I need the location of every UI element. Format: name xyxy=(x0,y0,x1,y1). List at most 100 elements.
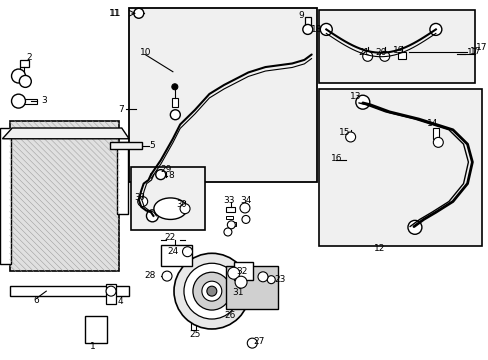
Circle shape xyxy=(227,221,235,229)
Text: 11: 11 xyxy=(109,9,121,18)
Text: 9: 9 xyxy=(298,11,303,20)
Text: 8: 8 xyxy=(168,171,173,180)
Text: 11: 11 xyxy=(110,9,122,18)
Circle shape xyxy=(407,220,421,234)
Bar xyxy=(161,244,192,266)
Text: 18: 18 xyxy=(310,25,322,34)
Bar xyxy=(106,284,116,304)
Circle shape xyxy=(155,170,165,180)
Bar xyxy=(10,121,119,271)
Text: 17: 17 xyxy=(475,43,487,52)
Bar xyxy=(129,8,316,182)
Circle shape xyxy=(224,228,231,236)
Text: 5: 5 xyxy=(149,141,155,150)
Circle shape xyxy=(267,276,275,284)
Circle shape xyxy=(429,23,441,35)
Text: 2: 2 xyxy=(26,53,32,62)
Circle shape xyxy=(20,76,31,87)
Text: 15: 15 xyxy=(338,128,349,137)
Circle shape xyxy=(171,84,178,90)
Circle shape xyxy=(240,203,249,213)
Circle shape xyxy=(146,210,158,222)
Bar xyxy=(172,98,178,107)
Text: 26: 26 xyxy=(224,311,235,320)
Polygon shape xyxy=(2,128,129,139)
Bar xyxy=(117,142,127,214)
Bar xyxy=(228,222,235,226)
Circle shape xyxy=(247,338,257,348)
Bar xyxy=(318,10,474,83)
Text: 30: 30 xyxy=(176,200,186,209)
Bar xyxy=(20,60,29,67)
Circle shape xyxy=(138,197,147,207)
Bar xyxy=(131,167,204,230)
Circle shape xyxy=(180,204,190,214)
Circle shape xyxy=(170,110,180,120)
Circle shape xyxy=(202,281,222,301)
Circle shape xyxy=(355,95,369,109)
Text: 20: 20 xyxy=(375,48,386,57)
Circle shape xyxy=(12,69,25,83)
Bar xyxy=(85,316,106,343)
Bar xyxy=(225,216,232,220)
Text: 32: 32 xyxy=(236,267,247,276)
Circle shape xyxy=(134,8,143,18)
Text: 14: 14 xyxy=(426,119,437,128)
Circle shape xyxy=(345,132,355,142)
Text: 17: 17 xyxy=(468,47,480,56)
Circle shape xyxy=(227,267,239,279)
Circle shape xyxy=(183,263,239,319)
Bar xyxy=(110,142,142,149)
Text: 34: 34 xyxy=(240,196,252,205)
Circle shape xyxy=(182,247,192,257)
Circle shape xyxy=(432,138,443,147)
Bar xyxy=(318,89,481,246)
Text: 1: 1 xyxy=(89,342,95,351)
Ellipse shape xyxy=(154,198,186,220)
Bar xyxy=(304,17,310,28)
Text: 24: 24 xyxy=(167,247,178,256)
Text: 31: 31 xyxy=(231,288,243,297)
Text: 19: 19 xyxy=(392,46,403,55)
Circle shape xyxy=(12,94,25,108)
Bar xyxy=(191,316,196,330)
Text: 21: 21 xyxy=(358,48,369,57)
Circle shape xyxy=(174,253,249,329)
Bar xyxy=(10,286,129,296)
Text: 25: 25 xyxy=(189,330,200,339)
Circle shape xyxy=(242,215,249,224)
Text: 22: 22 xyxy=(164,233,176,242)
Text: 12: 12 xyxy=(373,244,385,253)
Circle shape xyxy=(162,271,172,281)
Circle shape xyxy=(193,272,230,310)
Circle shape xyxy=(379,51,389,61)
Circle shape xyxy=(362,51,372,61)
Text: 33: 33 xyxy=(223,196,234,205)
Circle shape xyxy=(320,23,331,35)
Circle shape xyxy=(206,286,216,296)
Text: 30: 30 xyxy=(134,193,144,202)
Circle shape xyxy=(302,24,312,35)
Bar xyxy=(23,99,38,104)
Circle shape xyxy=(258,272,267,282)
Bar xyxy=(0,128,11,264)
Text: 17: 17 xyxy=(466,48,477,57)
Text: 28: 28 xyxy=(144,271,156,280)
Text: 16: 16 xyxy=(330,154,342,163)
Bar xyxy=(226,207,235,212)
Bar xyxy=(398,52,406,59)
Bar xyxy=(226,266,277,309)
Text: 10: 10 xyxy=(140,48,151,57)
Text: 7: 7 xyxy=(118,104,124,113)
Text: 4: 4 xyxy=(118,297,123,306)
Text: 27: 27 xyxy=(253,337,264,346)
Bar xyxy=(432,128,438,139)
Text: 3: 3 xyxy=(41,95,47,104)
Circle shape xyxy=(106,286,116,296)
Text: 6: 6 xyxy=(33,296,39,305)
Text: 29: 29 xyxy=(160,166,171,175)
Text: 23: 23 xyxy=(274,275,285,284)
Bar xyxy=(233,262,253,280)
Circle shape xyxy=(235,276,246,288)
Text: 13: 13 xyxy=(349,92,361,101)
